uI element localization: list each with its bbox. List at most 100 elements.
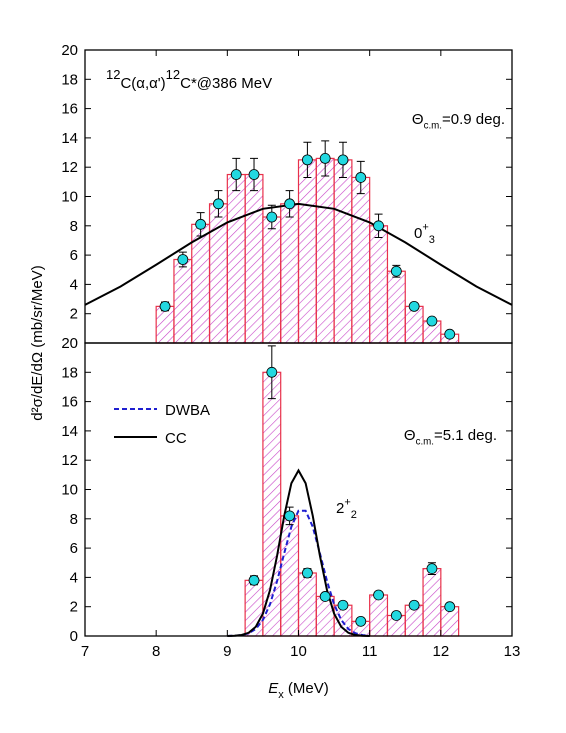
- x-tick-label: 12: [432, 643, 449, 660]
- data-point: [408, 300, 420, 312]
- text-part: 2: [336, 500, 344, 517]
- y-tick-label: 20: [61, 42, 78, 59]
- histogram-bar: [262, 216, 282, 344]
- y-axis-title: d²σ/dE/dΩ (mb/sr/MeV): [29, 265, 46, 421]
- text-part: +: [422, 221, 428, 233]
- histogram-bar: [333, 159, 353, 344]
- data-point: [177, 254, 189, 265]
- legend-label: DWBA: [165, 402, 210, 419]
- data-point: [444, 601, 456, 613]
- legend-label: CC: [165, 430, 187, 447]
- text-part: =0.9 deg.: [442, 111, 505, 128]
- y-tick-label: 8: [70, 511, 78, 528]
- y-tick-label: 16: [61, 101, 78, 118]
- histogram-bar: [155, 305, 175, 344]
- histogram-bar: [404, 305, 424, 344]
- x-axis-title: Ex (MeV): [268, 680, 329, 701]
- text-part: +: [344, 496, 350, 508]
- histogram-bar: [173, 258, 193, 344]
- data-point: [301, 154, 313, 166]
- text-part: c.m.: [416, 437, 434, 448]
- y-tick-label: 12: [61, 452, 78, 469]
- annotation: 0+3: [414, 221, 435, 246]
- y-tick-label: 0: [70, 628, 78, 645]
- x-tick-label: 11: [362, 643, 378, 660]
- text-part: 12: [106, 67, 120, 82]
- text-part: 3: [429, 234, 435, 246]
- data-point: [195, 218, 207, 230]
- data-point: [373, 220, 384, 232]
- text-part: =5.1 deg.: [434, 427, 497, 444]
- text-part: 12: [166, 67, 180, 82]
- text-part: (MeV): [284, 680, 329, 697]
- data-point: [373, 589, 384, 601]
- data-point: [301, 567, 313, 579]
- data-point: [355, 615, 367, 627]
- y-tick-label: 18: [61, 364, 78, 381]
- data-point: [408, 599, 420, 611]
- data-point: [284, 510, 296, 522]
- text-part: 2: [351, 509, 357, 521]
- text-part: C*@386 MeV: [180, 75, 272, 92]
- y-tick-label: 6: [70, 540, 78, 557]
- x-tick-label: 7: [81, 643, 89, 660]
- y-tick-label: 20: [61, 335, 78, 352]
- data-point: [248, 574, 260, 586]
- histogram-bar: [297, 159, 317, 344]
- y-tick-label: 18: [61, 71, 78, 88]
- data-point: [266, 366, 278, 378]
- data-point: [426, 563, 438, 575]
- y-tick-label: 2: [70, 599, 78, 616]
- x-tick-label: 8: [152, 643, 160, 660]
- text-part: C(α,α'): [120, 75, 165, 92]
- y-tick-label: 6: [70, 247, 78, 264]
- text-part: Θ: [404, 427, 416, 444]
- histogram-bar: [422, 568, 442, 637]
- histogram-bar: [297, 572, 317, 637]
- histogram-bar: [351, 176, 371, 344]
- x-tick-label: 9: [223, 643, 231, 660]
- data-point: [337, 154, 349, 166]
- text-part: x: [278, 689, 284, 701]
- x-tick-label: 10: [290, 643, 307, 660]
- data-point: [319, 153, 331, 164]
- data-point: [337, 599, 349, 611]
- y-tick-label: 12: [61, 159, 78, 176]
- data-point: [248, 169, 260, 180]
- text-part: 0: [414, 225, 422, 242]
- text-part: c.m.: [424, 121, 442, 132]
- text-part: Θ: [412, 111, 424, 128]
- histogram-bar: [244, 173, 264, 344]
- chart-title: 12C(α,α')12C*@386 MeV: [106, 67, 272, 92]
- y-tick-label: 2: [70, 306, 78, 323]
- data-point: [390, 610, 402, 621]
- histogram-bar: [369, 594, 389, 637]
- y-tick-label: 10: [61, 482, 78, 499]
- annotation: 2+2: [336, 496, 357, 521]
- model-curve: [84, 202, 513, 306]
- annotation: Θc.m.=0.9 deg.: [412, 111, 505, 132]
- histogram-bar: [226, 173, 246, 344]
- y-tick-label: 4: [70, 569, 78, 586]
- y-tick-label: 8: [70, 218, 78, 235]
- panel: [84, 140, 513, 344]
- y-tick-label: 14: [61, 130, 78, 147]
- histogram-bar: [386, 270, 406, 344]
- y-tick-label: 14: [61, 423, 78, 440]
- data-point: [266, 211, 278, 223]
- y-tick-label: 16: [61, 394, 78, 411]
- data-point: [355, 172, 367, 183]
- histogram-bar: [315, 157, 335, 344]
- x-tick-label: 13: [504, 643, 521, 660]
- data-point: [213, 198, 224, 210]
- data-point: [284, 198, 296, 210]
- y-tick-label: 4: [70, 276, 78, 293]
- histogram-bar: [369, 225, 389, 344]
- panel: [227, 345, 460, 637]
- data-point: [390, 265, 402, 277]
- text-part: E: [268, 680, 279, 697]
- data-point: [426, 315, 438, 327]
- data-point: [444, 328, 456, 340]
